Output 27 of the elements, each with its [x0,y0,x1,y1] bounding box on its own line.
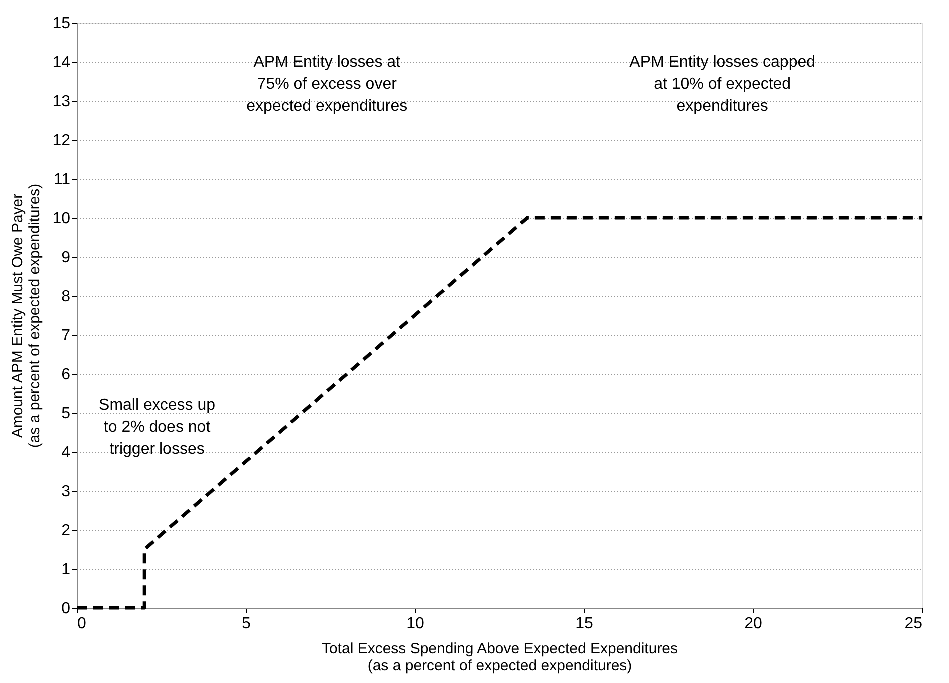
annotation: Small excess up to 2% does not trigger losses [99,397,216,458]
y-tick-label: 7 [62,328,71,344]
y-tick-label: 0 [62,600,71,618]
y-tick-label: 13 [52,94,71,110]
y-tick-label: 14 [52,54,71,72]
y-tick-label: 4 [62,444,71,462]
y-tick-label: 15 [52,16,71,32]
y-tick-label: 10 [52,210,71,228]
y-tick-label: 3 [62,484,71,500]
x-tick-label: 25 [904,616,923,632]
annotation: APM Entity losses at 75% of excess over expected expenditures [246,54,408,116]
x-tick-label: 15 [576,616,594,632]
y-tick-label: 1 [62,562,71,578]
y-tick-label: 8 [62,288,71,306]
y-tick-label: 6 [62,366,71,384]
y-tick-label: 9 [62,250,71,266]
y-tick-label: 2 [62,522,71,540]
y-tick-label: 11 [54,172,71,188]
annotation: APM Entity losses capped at 10% of expected expenditures [630,54,816,116]
y-tick-label: 5 [62,406,71,422]
x-tick-label: 20 [744,616,762,632]
x-tick-label: 10 [406,616,424,632]
x-tick-label: 5 [242,616,252,632]
x-tick-label: 0 [78,616,86,632]
y-axis-title: Amount APM Entity Must Owe Payer (as a percent of expected expenditures) [10,184,44,448]
x-axis-title: Total Excess Spending Above Expected Expenditures (as a percent of expected expenditures) [322,640,678,674]
y-tick-label: 12 [52,132,71,150]
